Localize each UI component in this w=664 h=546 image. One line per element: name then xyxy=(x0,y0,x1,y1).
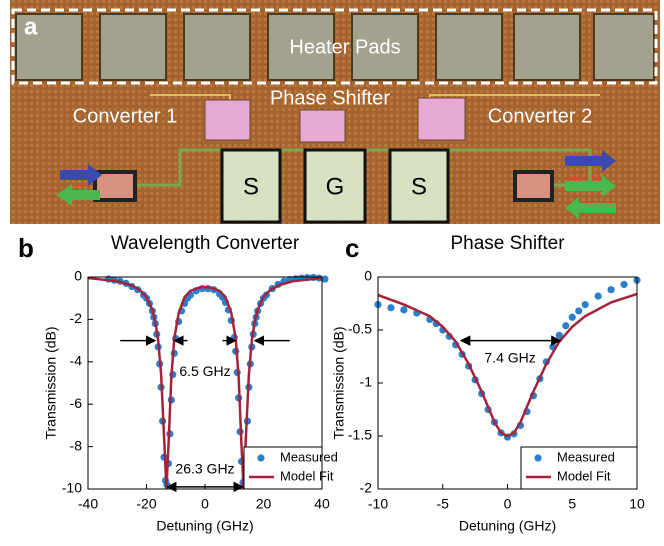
electrodes xyxy=(220,148,450,224)
panel-label: a xyxy=(24,13,38,40)
legend-label: Model Fit xyxy=(280,468,334,483)
x-tick-label: -10 xyxy=(368,496,388,512)
coupler-left xyxy=(93,170,137,202)
legend-swatch xyxy=(257,454,265,462)
pad-label: S xyxy=(243,173,259,200)
legend-box xyxy=(243,446,323,490)
x-tick-label: 0 xyxy=(504,496,512,512)
converter-2-label: Converter 2 xyxy=(488,105,593,127)
coupler-right xyxy=(513,170,554,202)
y-tick-label: -2 xyxy=(70,310,83,326)
x-tick-label: 20 xyxy=(256,496,272,512)
x-axis-label: Detuning (GHz) xyxy=(459,518,556,534)
phase-shifter-label: Phase Shifter xyxy=(270,87,390,109)
converter-1-label: Converter 1 xyxy=(73,105,178,127)
measured-point xyxy=(387,304,395,312)
measured-point xyxy=(568,313,576,321)
light-arrows xyxy=(56,150,616,219)
y-tick-label: -6 xyxy=(70,395,83,411)
legend-label: Model Fit xyxy=(557,468,611,483)
y-tick-label: -2 xyxy=(360,480,373,496)
x-tick-label: 10 xyxy=(629,496,645,512)
plot-area xyxy=(374,276,641,441)
measured-point xyxy=(562,322,570,330)
y-tick-label: 0 xyxy=(364,268,372,284)
y-axis-label: Transmission (dB) xyxy=(43,326,59,439)
legend-label: Measured xyxy=(280,449,338,464)
x-tick-label: -40 xyxy=(78,496,98,512)
x-tick-label: -5 xyxy=(437,496,450,512)
x-tick-label: 0 xyxy=(201,496,209,512)
chart-title: Phase Shifter xyxy=(450,233,565,254)
measured-point xyxy=(321,275,329,283)
measured-point xyxy=(400,306,408,314)
y-tick-label: -8 xyxy=(70,437,83,453)
y-tick-label: -1 xyxy=(360,374,373,390)
annotation: 26.3 GHz xyxy=(175,461,234,477)
annotation: 7.4 GHz xyxy=(484,349,535,365)
x-axis-label: Detuning (GHz) xyxy=(156,518,253,534)
x-tick-label: -20 xyxy=(136,496,156,512)
legend-label: Measured xyxy=(557,449,615,464)
plot-area xyxy=(87,273,329,490)
y-tick-label: -4 xyxy=(70,353,83,369)
measured-point xyxy=(594,292,602,300)
micrograph: Heater Pads Phase Shifter Converter 1 Co… xyxy=(10,0,660,224)
axes-box xyxy=(377,276,638,490)
y-tick-label: -10 xyxy=(62,480,82,496)
legend-swatch xyxy=(534,454,542,462)
legend-box xyxy=(520,446,638,490)
panel-label: b xyxy=(18,233,34,263)
x-tick-label: 5 xyxy=(568,496,576,512)
x-tick-label: 40 xyxy=(314,496,330,512)
fit-line xyxy=(377,292,638,438)
fit-line xyxy=(87,276,323,490)
y-tick-label: -0.5 xyxy=(348,321,372,337)
pad-label: S xyxy=(411,173,427,200)
y-tick-label: -1.5 xyxy=(348,427,372,443)
measured-point xyxy=(620,280,628,289)
pad-label: G xyxy=(326,173,345,200)
panel-label: c xyxy=(345,233,359,263)
y-axis-label: Transmission (dB) xyxy=(331,326,347,439)
heater-pad-row xyxy=(15,13,655,81)
devices xyxy=(204,97,466,143)
y-tick-label: 0 xyxy=(74,268,82,284)
measured-point xyxy=(607,286,615,294)
heater-pads-label: Heater Pads xyxy=(289,36,400,58)
heater-box xyxy=(11,8,658,85)
measured-point xyxy=(575,307,583,315)
measured-point xyxy=(581,300,589,309)
annotation: 6.5 GHz xyxy=(179,363,230,379)
chart-title: Wavelength Converter xyxy=(111,233,300,254)
